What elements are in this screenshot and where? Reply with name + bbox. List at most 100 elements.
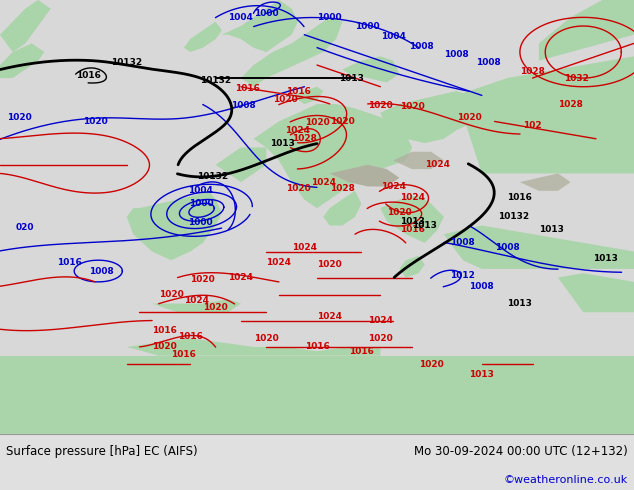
Text: 1016: 1016 xyxy=(76,72,101,80)
Text: 1016: 1016 xyxy=(285,87,311,96)
Text: 1020: 1020 xyxy=(152,343,178,351)
Text: 1008: 1008 xyxy=(231,101,256,110)
Polygon shape xyxy=(241,17,342,87)
Polygon shape xyxy=(254,104,412,208)
Text: 1024: 1024 xyxy=(266,258,292,267)
Text: 1000: 1000 xyxy=(190,199,214,208)
Text: 1013: 1013 xyxy=(469,370,495,379)
Text: 1000: 1000 xyxy=(318,13,342,22)
Polygon shape xyxy=(222,0,298,52)
Text: 1020: 1020 xyxy=(399,102,425,111)
Text: 1000: 1000 xyxy=(254,8,278,18)
Polygon shape xyxy=(152,299,241,312)
Text: 1016: 1016 xyxy=(235,84,260,94)
Polygon shape xyxy=(127,338,380,356)
Polygon shape xyxy=(216,147,266,182)
Text: 1008: 1008 xyxy=(476,58,501,68)
Text: 1020: 1020 xyxy=(158,291,184,299)
Text: 1020: 1020 xyxy=(304,118,330,127)
Text: 10132: 10132 xyxy=(111,58,143,68)
Text: 1004: 1004 xyxy=(228,13,254,22)
Text: 1020: 1020 xyxy=(285,184,311,193)
Text: 1008: 1008 xyxy=(444,49,469,59)
Text: 1020: 1020 xyxy=(203,303,228,313)
Text: 1013: 1013 xyxy=(269,139,295,147)
Text: 1020: 1020 xyxy=(82,117,108,126)
Polygon shape xyxy=(184,22,222,52)
Polygon shape xyxy=(0,0,51,52)
Polygon shape xyxy=(127,191,222,260)
Text: 1016: 1016 xyxy=(304,343,330,351)
Text: ©weatheronline.co.uk: ©weatheronline.co.uk xyxy=(503,475,628,485)
Text: 1016: 1016 xyxy=(399,225,425,234)
Text: 1013: 1013 xyxy=(539,225,564,234)
Text: 1024: 1024 xyxy=(368,317,393,325)
Text: 1024: 1024 xyxy=(380,182,406,191)
Text: 1020: 1020 xyxy=(317,260,342,269)
Text: 1020: 1020 xyxy=(387,208,412,217)
Text: 1020: 1020 xyxy=(254,334,279,343)
Text: 1024: 1024 xyxy=(184,295,209,305)
Polygon shape xyxy=(0,44,44,78)
Polygon shape xyxy=(330,165,399,187)
Text: 1008: 1008 xyxy=(89,267,114,275)
Polygon shape xyxy=(380,195,444,243)
Text: 1016: 1016 xyxy=(349,347,374,356)
Text: 1024: 1024 xyxy=(285,125,311,135)
Text: 1028: 1028 xyxy=(292,134,317,143)
Text: 1016: 1016 xyxy=(178,332,203,341)
Text: 1013: 1013 xyxy=(339,74,365,82)
Text: 1032: 1032 xyxy=(564,74,590,82)
Polygon shape xyxy=(323,191,361,225)
Text: 1028: 1028 xyxy=(520,67,545,76)
Polygon shape xyxy=(558,273,634,312)
Text: 1016: 1016 xyxy=(507,193,533,202)
Text: 1016: 1016 xyxy=(57,258,82,267)
Text: 1024: 1024 xyxy=(292,243,317,252)
Text: 1020: 1020 xyxy=(330,117,355,126)
Text: 1028: 1028 xyxy=(558,99,583,109)
Polygon shape xyxy=(399,256,425,277)
Text: 1016: 1016 xyxy=(152,326,178,335)
Polygon shape xyxy=(456,56,634,173)
Text: 1020: 1020 xyxy=(190,275,216,284)
Text: 1020: 1020 xyxy=(456,113,482,122)
Text: 1013: 1013 xyxy=(412,221,437,230)
Text: 1016: 1016 xyxy=(171,350,197,359)
Text: 10132: 10132 xyxy=(498,212,529,221)
Text: 1020: 1020 xyxy=(273,95,298,104)
Polygon shape xyxy=(444,225,634,269)
Text: 1008: 1008 xyxy=(495,243,520,252)
Text: 1024: 1024 xyxy=(425,160,450,169)
Text: 1020: 1020 xyxy=(418,360,444,369)
Text: 1024: 1024 xyxy=(317,312,342,321)
Polygon shape xyxy=(0,356,634,434)
Text: 1013: 1013 xyxy=(593,253,618,263)
Polygon shape xyxy=(380,91,482,143)
Polygon shape xyxy=(393,152,444,169)
Polygon shape xyxy=(539,0,634,61)
Text: 1000: 1000 xyxy=(188,218,212,226)
Text: 1028: 1028 xyxy=(330,184,355,193)
Text: 1004: 1004 xyxy=(380,32,406,41)
Text: 1012: 1012 xyxy=(450,271,476,280)
Text: 1024: 1024 xyxy=(399,193,425,202)
Text: 1024: 1024 xyxy=(311,178,336,187)
Text: 1013: 1013 xyxy=(507,299,533,308)
Text: 1013: 1013 xyxy=(399,217,425,226)
Text: 10132: 10132 xyxy=(200,76,231,85)
Text: 1000: 1000 xyxy=(356,22,380,30)
Text: 1024: 1024 xyxy=(228,273,254,282)
Text: 1008: 1008 xyxy=(450,238,476,247)
Text: 1020: 1020 xyxy=(6,113,32,122)
Text: 1004: 1004 xyxy=(188,186,213,196)
Polygon shape xyxy=(342,56,399,82)
Text: 1020: 1020 xyxy=(368,334,393,343)
Text: 10132: 10132 xyxy=(197,172,228,181)
Text: Surface pressure [hPa] EC (AIFS): Surface pressure [hPa] EC (AIFS) xyxy=(6,445,198,458)
Text: Mo 30-09-2024 00:00 UTC (12+132): Mo 30-09-2024 00:00 UTC (12+132) xyxy=(414,445,628,458)
Text: 020: 020 xyxy=(16,223,35,232)
Text: 1020: 1020 xyxy=(368,101,393,110)
Text: 1008: 1008 xyxy=(469,282,495,291)
Polygon shape xyxy=(292,87,323,104)
